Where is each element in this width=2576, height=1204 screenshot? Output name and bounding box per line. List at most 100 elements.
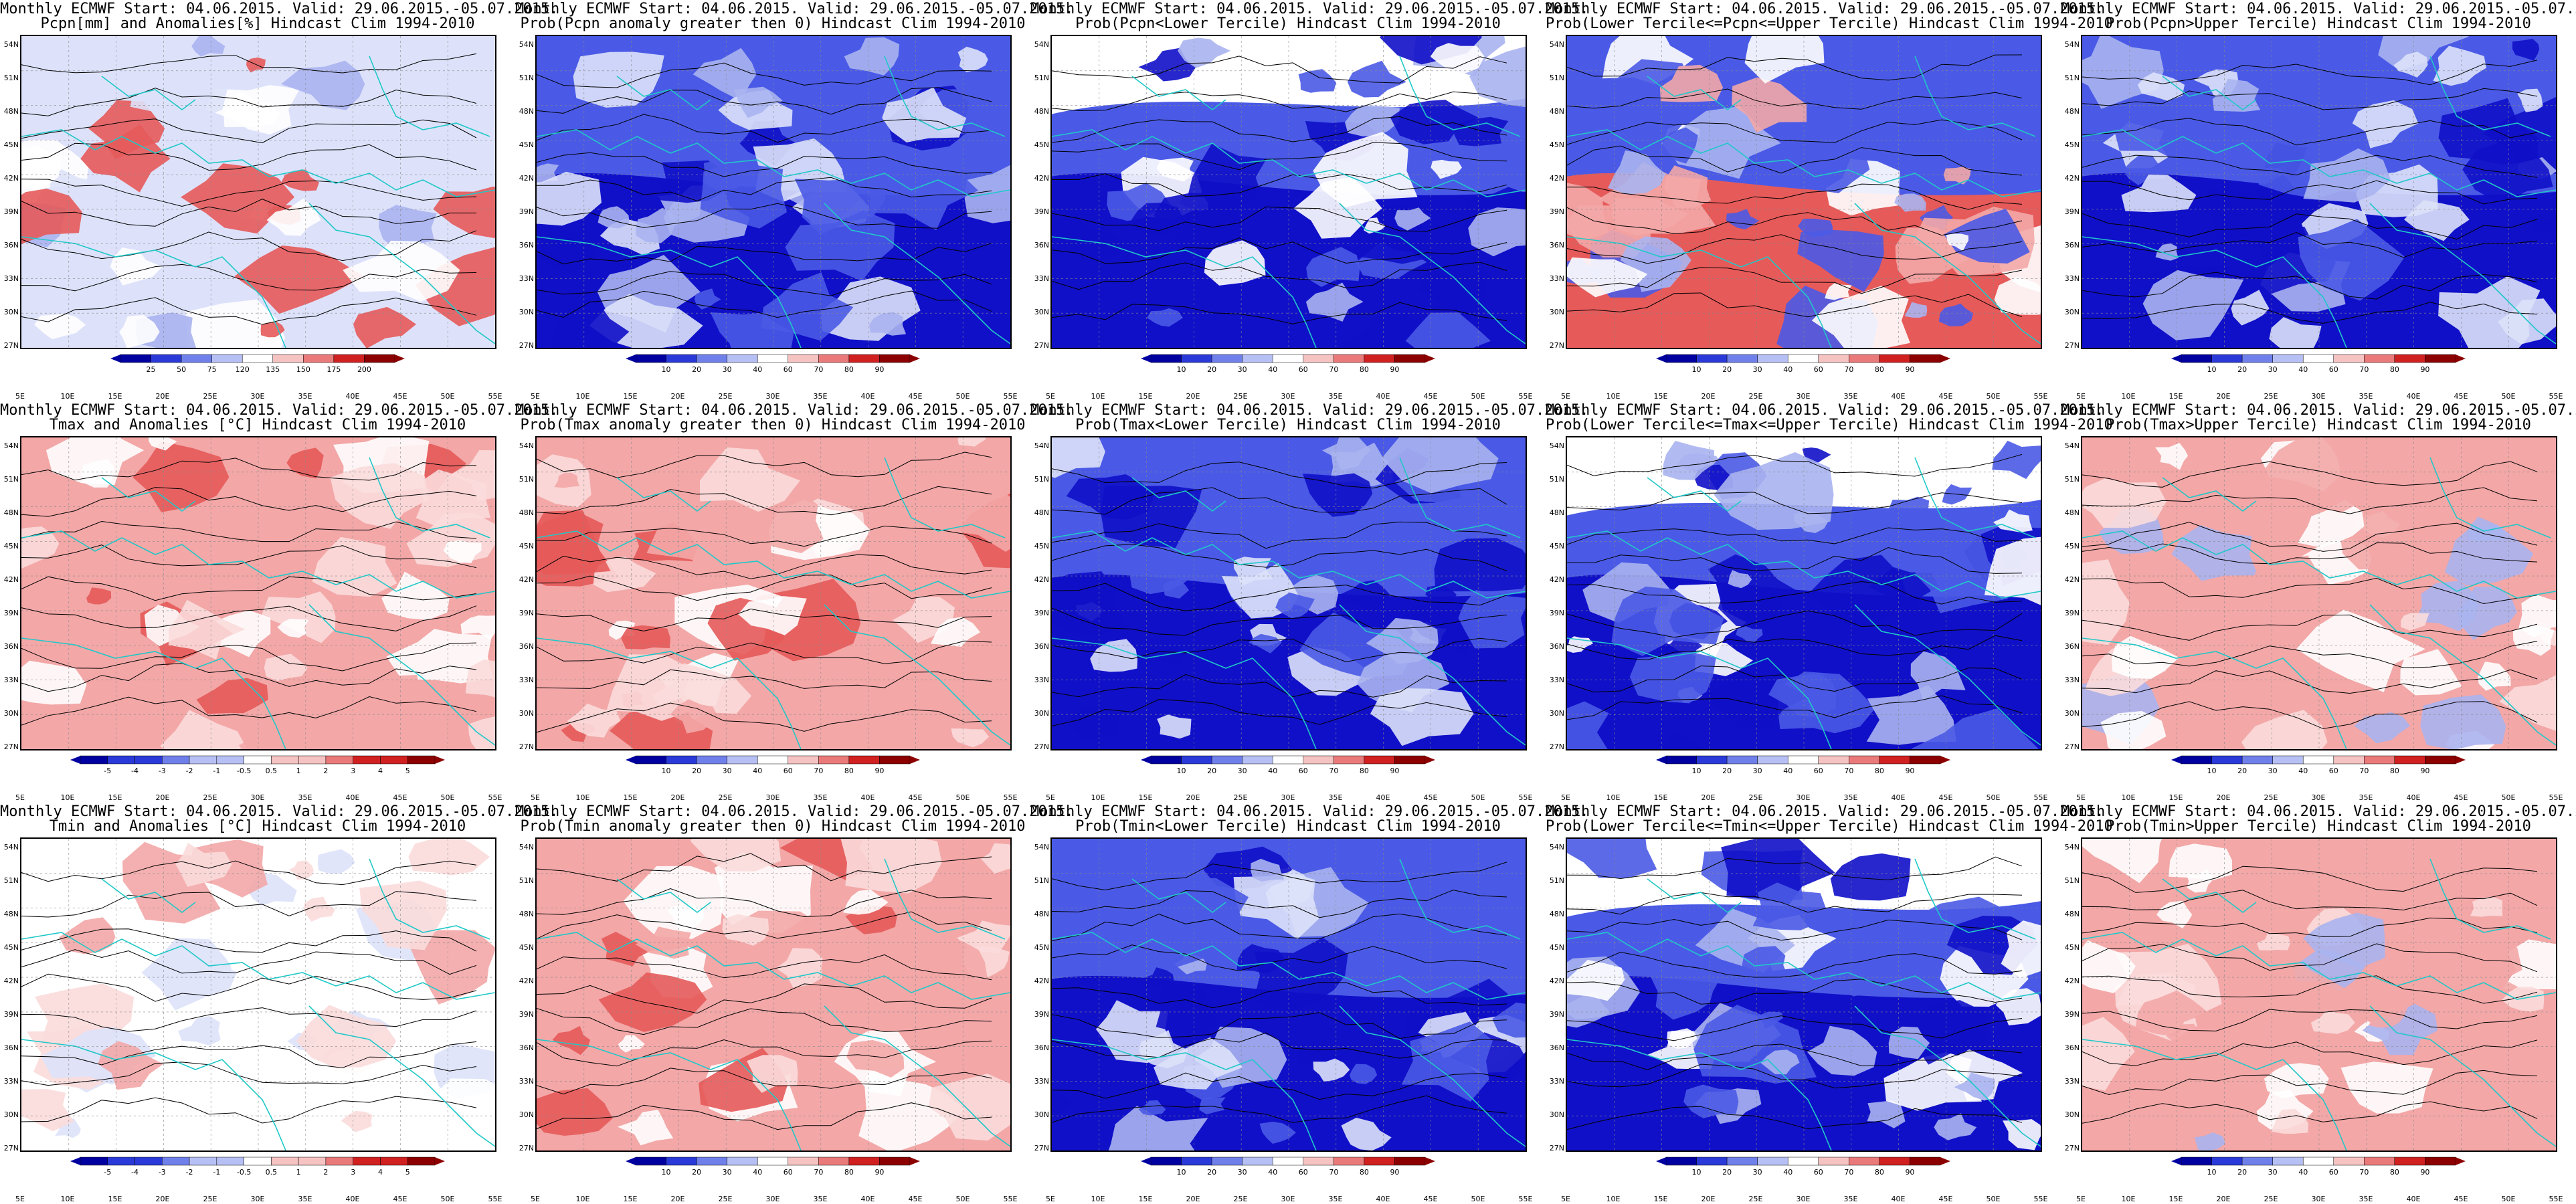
map-frame	[1050, 837, 1527, 1152]
latitude-label: 33N	[1034, 274, 1049, 283]
field-patch	[1752, 882, 1826, 930]
isoline	[537, 853, 992, 882]
isoline	[2082, 522, 2538, 552]
longitude-label: 55E	[1518, 392, 1533, 401]
color-bar-segment	[80, 755, 108, 765]
field-patch	[1081, 887, 1194, 950]
field-patch	[1934, 1113, 1977, 1140]
longitude-label: 30E	[250, 793, 265, 802]
color-bar-tick-label: 40	[1783, 1168, 1793, 1177]
field-patch	[636, 207, 676, 243]
color-bar-tick-label: 10	[2207, 767, 2217, 775]
map-frame	[535, 436, 1012, 750]
color-bar	[70, 755, 445, 765]
field-patch	[2512, 39, 2540, 61]
field-patch	[1663, 733, 1704, 749]
color-bar-segment	[1726, 354, 1758, 363]
color-bar-segment	[1818, 1157, 1849, 1166]
field-patch	[246, 57, 266, 73]
isoline	[1052, 237, 1507, 264]
color-bar-segment	[848, 354, 880, 363]
isoline	[537, 177, 992, 201]
field-patch	[951, 728, 990, 748]
color-bar-segment	[727, 354, 758, 363]
field-patch	[1108, 1106, 1208, 1150]
isoline	[537, 1039, 992, 1067]
isoline	[21, 1096, 477, 1124]
color-bar-tick-label: 10	[661, 365, 671, 374]
color-bar-tick-label: -0.5	[236, 1168, 252, 1177]
latitude-label: 36N	[3, 1043, 19, 1052]
longitude-label: 20E	[1701, 793, 1716, 802]
coastline	[2162, 477, 2257, 512]
isoline	[537, 640, 992, 664]
color-bar-tick-label: 40	[753, 767, 763, 775]
color-bar-segment	[2272, 755, 2304, 765]
color-bar-arrow-right	[1940, 1157, 1950, 1165]
color-bar-segment	[1364, 1157, 1395, 1166]
color-bar-tick-label: 40	[2298, 767, 2308, 775]
field-patch	[1492, 1002, 1526, 1038]
latitude-label: 27N	[1034, 341, 1049, 350]
panel-title-line2: Prob(Tmax<Lower Tercile) Hindcast Clim 1…	[1075, 417, 1501, 433]
field-patch	[408, 839, 490, 876]
field-patch	[1664, 165, 1712, 209]
color-bar-segment	[2364, 354, 2395, 363]
field-patch	[119, 315, 160, 348]
isoline	[2082, 701, 2538, 729]
color-bar-segment	[272, 354, 304, 363]
field-patch	[1454, 116, 1509, 146]
latitude-label: 30N	[519, 709, 534, 718]
color-bar-tick-label: 40	[1268, 767, 1278, 775]
color-bar-tick-label: 60	[2328, 365, 2338, 374]
field-patch	[2137, 72, 2185, 101]
field-patch	[21, 78, 62, 106]
field-patch	[1259, 1121, 1296, 1144]
isoline	[537, 243, 992, 265]
coastline	[537, 637, 802, 749]
color-bar-arrow-left	[110, 355, 120, 363]
color-bar-segment	[1665, 354, 1697, 363]
color-bar-segment	[879, 1157, 911, 1166]
latitude-label: 45N	[1034, 140, 1049, 149]
latitude-label: 51N	[3, 475, 19, 484]
field-patch	[1567, 183, 1609, 241]
isoline	[2082, 1101, 2538, 1124]
color-bar-segment	[2333, 1157, 2365, 1166]
color-bar-segment	[1726, 1157, 1758, 1166]
field-patch	[2082, 1017, 2135, 1091]
isoline	[1052, 1072, 1507, 1100]
field-patch	[1754, 1011, 1784, 1029]
field-patch	[1303, 473, 1373, 517]
color-bar-arrow-right	[1940, 756, 1950, 764]
longitude-label: 5E	[531, 392, 540, 401]
isoline	[2082, 669, 2538, 694]
field-patch	[2155, 443, 2188, 470]
field-patch	[273, 1094, 330, 1134]
latitude-label: 30N	[2064, 308, 2080, 316]
longitude-label: 35E	[1843, 1195, 1858, 1203]
color-bar-segment	[635, 1157, 666, 1166]
coastline	[884, 56, 1006, 137]
coastline	[616, 477, 711, 512]
longitude-label: 25E	[1233, 1195, 1248, 1203]
isoline	[21, 1007, 477, 1032]
coastline	[1339, 604, 1526, 746]
coastline	[2369, 604, 2556, 746]
longitude-label: 50E	[1986, 1195, 2001, 1203]
coastline	[1914, 858, 2036, 940]
latitude-label: 33N	[1549, 1077, 1564, 1086]
coastline	[1339, 1005, 1526, 1147]
coastline	[2162, 76, 2257, 110]
isoline	[1567, 856, 2023, 881]
field-patch	[1431, 159, 1462, 179]
isoline	[1052, 116, 1507, 143]
color-bar-arrow-right	[1425, 1157, 1435, 1165]
latitude-label: 54N	[3, 441, 19, 450]
field-patch	[341, 1110, 373, 1132]
color-bar-arrow-right	[1425, 756, 1435, 764]
color-bar	[2171, 1157, 2466, 1166]
panel-title-line1: Monthly ECMWF Start: 04.06.2015. Valid: …	[0, 402, 559, 419]
color-bar-tick-label: 80	[844, 767, 854, 775]
color-bar-tick-label: -5	[104, 767, 112, 775]
